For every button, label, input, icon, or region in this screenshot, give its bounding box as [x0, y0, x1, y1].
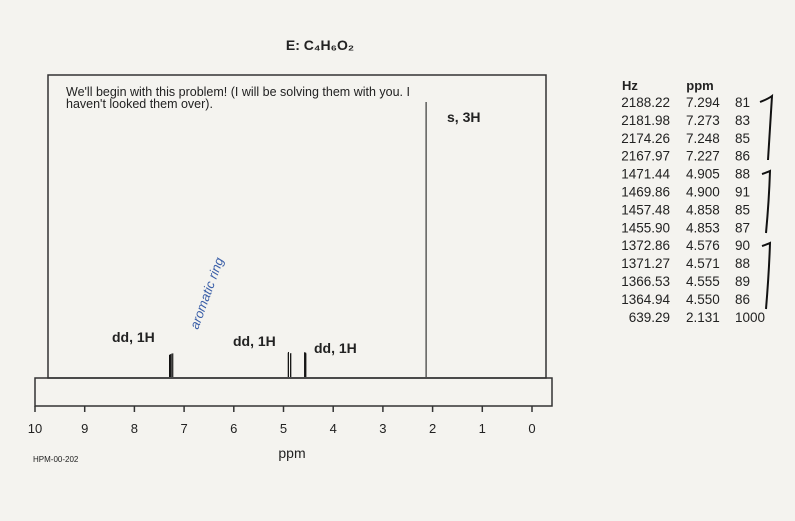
x-tick-label: 7 [180, 421, 187, 436]
peak-label: dd, 1H [233, 333, 276, 349]
hz-cell: 2174.26 [621, 131, 670, 146]
ppm-cell: 7.273 [686, 113, 720, 128]
hz-cell: 639.29 [629, 310, 670, 325]
ppm-cell: 4.905 [686, 167, 720, 182]
ppm-cell: 4.853 [686, 220, 720, 235]
intensity-cell: 88 [735, 256, 750, 271]
ppm-cell: 4.858 [686, 202, 720, 217]
intensity-cell: 91 [735, 185, 750, 200]
x-tick-label: 2 [429, 421, 436, 436]
intensity-cell: 85 [735, 202, 750, 217]
ppm-cell: 7.294 [686, 95, 720, 110]
hz-cell: 1371.27 [621, 256, 670, 271]
axis-strip [34, 377, 553, 407]
hz-cell: 2181.98 [621, 113, 670, 128]
note: We'll begin with this problem! (I will b… [66, 85, 410, 111]
ppm-cell: 4.555 [686, 274, 720, 289]
x-axis-label: ppm [278, 445, 305, 461]
hz-cell: 2188.22 [621, 95, 670, 110]
x-tick-label: 8 [131, 421, 138, 436]
intensity-cell: 90 [735, 238, 750, 253]
intensity-cell: 1000 [735, 310, 765, 325]
hz-cell: 1457.48 [621, 202, 670, 217]
intensity-cell: 85 [735, 131, 750, 146]
hz-cell: 2167.97 [621, 149, 670, 164]
x-tick-label: 10 [28, 421, 42, 436]
peak-label: dd, 1H [112, 329, 155, 345]
intensity-cell: 88 [735, 167, 750, 182]
hz-cell: 1364.94 [621, 292, 670, 307]
handwritten-note: aromatic ring [187, 255, 227, 331]
x-tick-label: 1 [479, 421, 486, 436]
hz-cell: 1366.53 [621, 274, 670, 289]
peak-label: dd, 1H [314, 340, 357, 356]
hz-cell: 1471.44 [621, 167, 670, 182]
x-tick-label: 3 [379, 421, 386, 436]
intensity-cell: 81 [735, 95, 750, 110]
ppm-cell: 4.550 [686, 292, 720, 307]
x-tick-label: 6 [230, 421, 237, 436]
intensity-cell: 89 [735, 274, 750, 289]
ppm-cell: 4.571 [686, 256, 720, 271]
intensity-cell: 86 [735, 292, 750, 307]
peak-label: s, 3H [447, 109, 480, 125]
ppm-cell: 4.576 [686, 238, 720, 253]
x-tick-label: 5 [280, 421, 287, 436]
bracket-marks [759, 93, 774, 310]
x-tick-label: 0 [528, 421, 535, 436]
title: E: C₄H₆O₂ [286, 37, 354, 53]
hz-cell: 1455.90 [621, 220, 670, 235]
hz-cell: 1372.86 [621, 238, 670, 253]
ppm-cell: 2.131 [686, 310, 720, 325]
x-tick-label: 9 [81, 421, 88, 436]
footer-code: HPM-00-202 [33, 455, 79, 464]
hz-cell: 1469.86 [621, 185, 670, 200]
intensity-cell: 86 [735, 149, 750, 164]
ppm-cell: 7.248 [686, 131, 720, 146]
column-header: ppm [686, 78, 713, 93]
column-header: Hz [622, 78, 638, 93]
intensity-cell: 83 [735, 113, 750, 128]
ppm-cell: 7.227 [686, 149, 720, 164]
ppm-cell: 4.900 [686, 185, 720, 200]
x-tick-label: 4 [330, 421, 337, 436]
intensity-cell: 87 [735, 220, 750, 235]
